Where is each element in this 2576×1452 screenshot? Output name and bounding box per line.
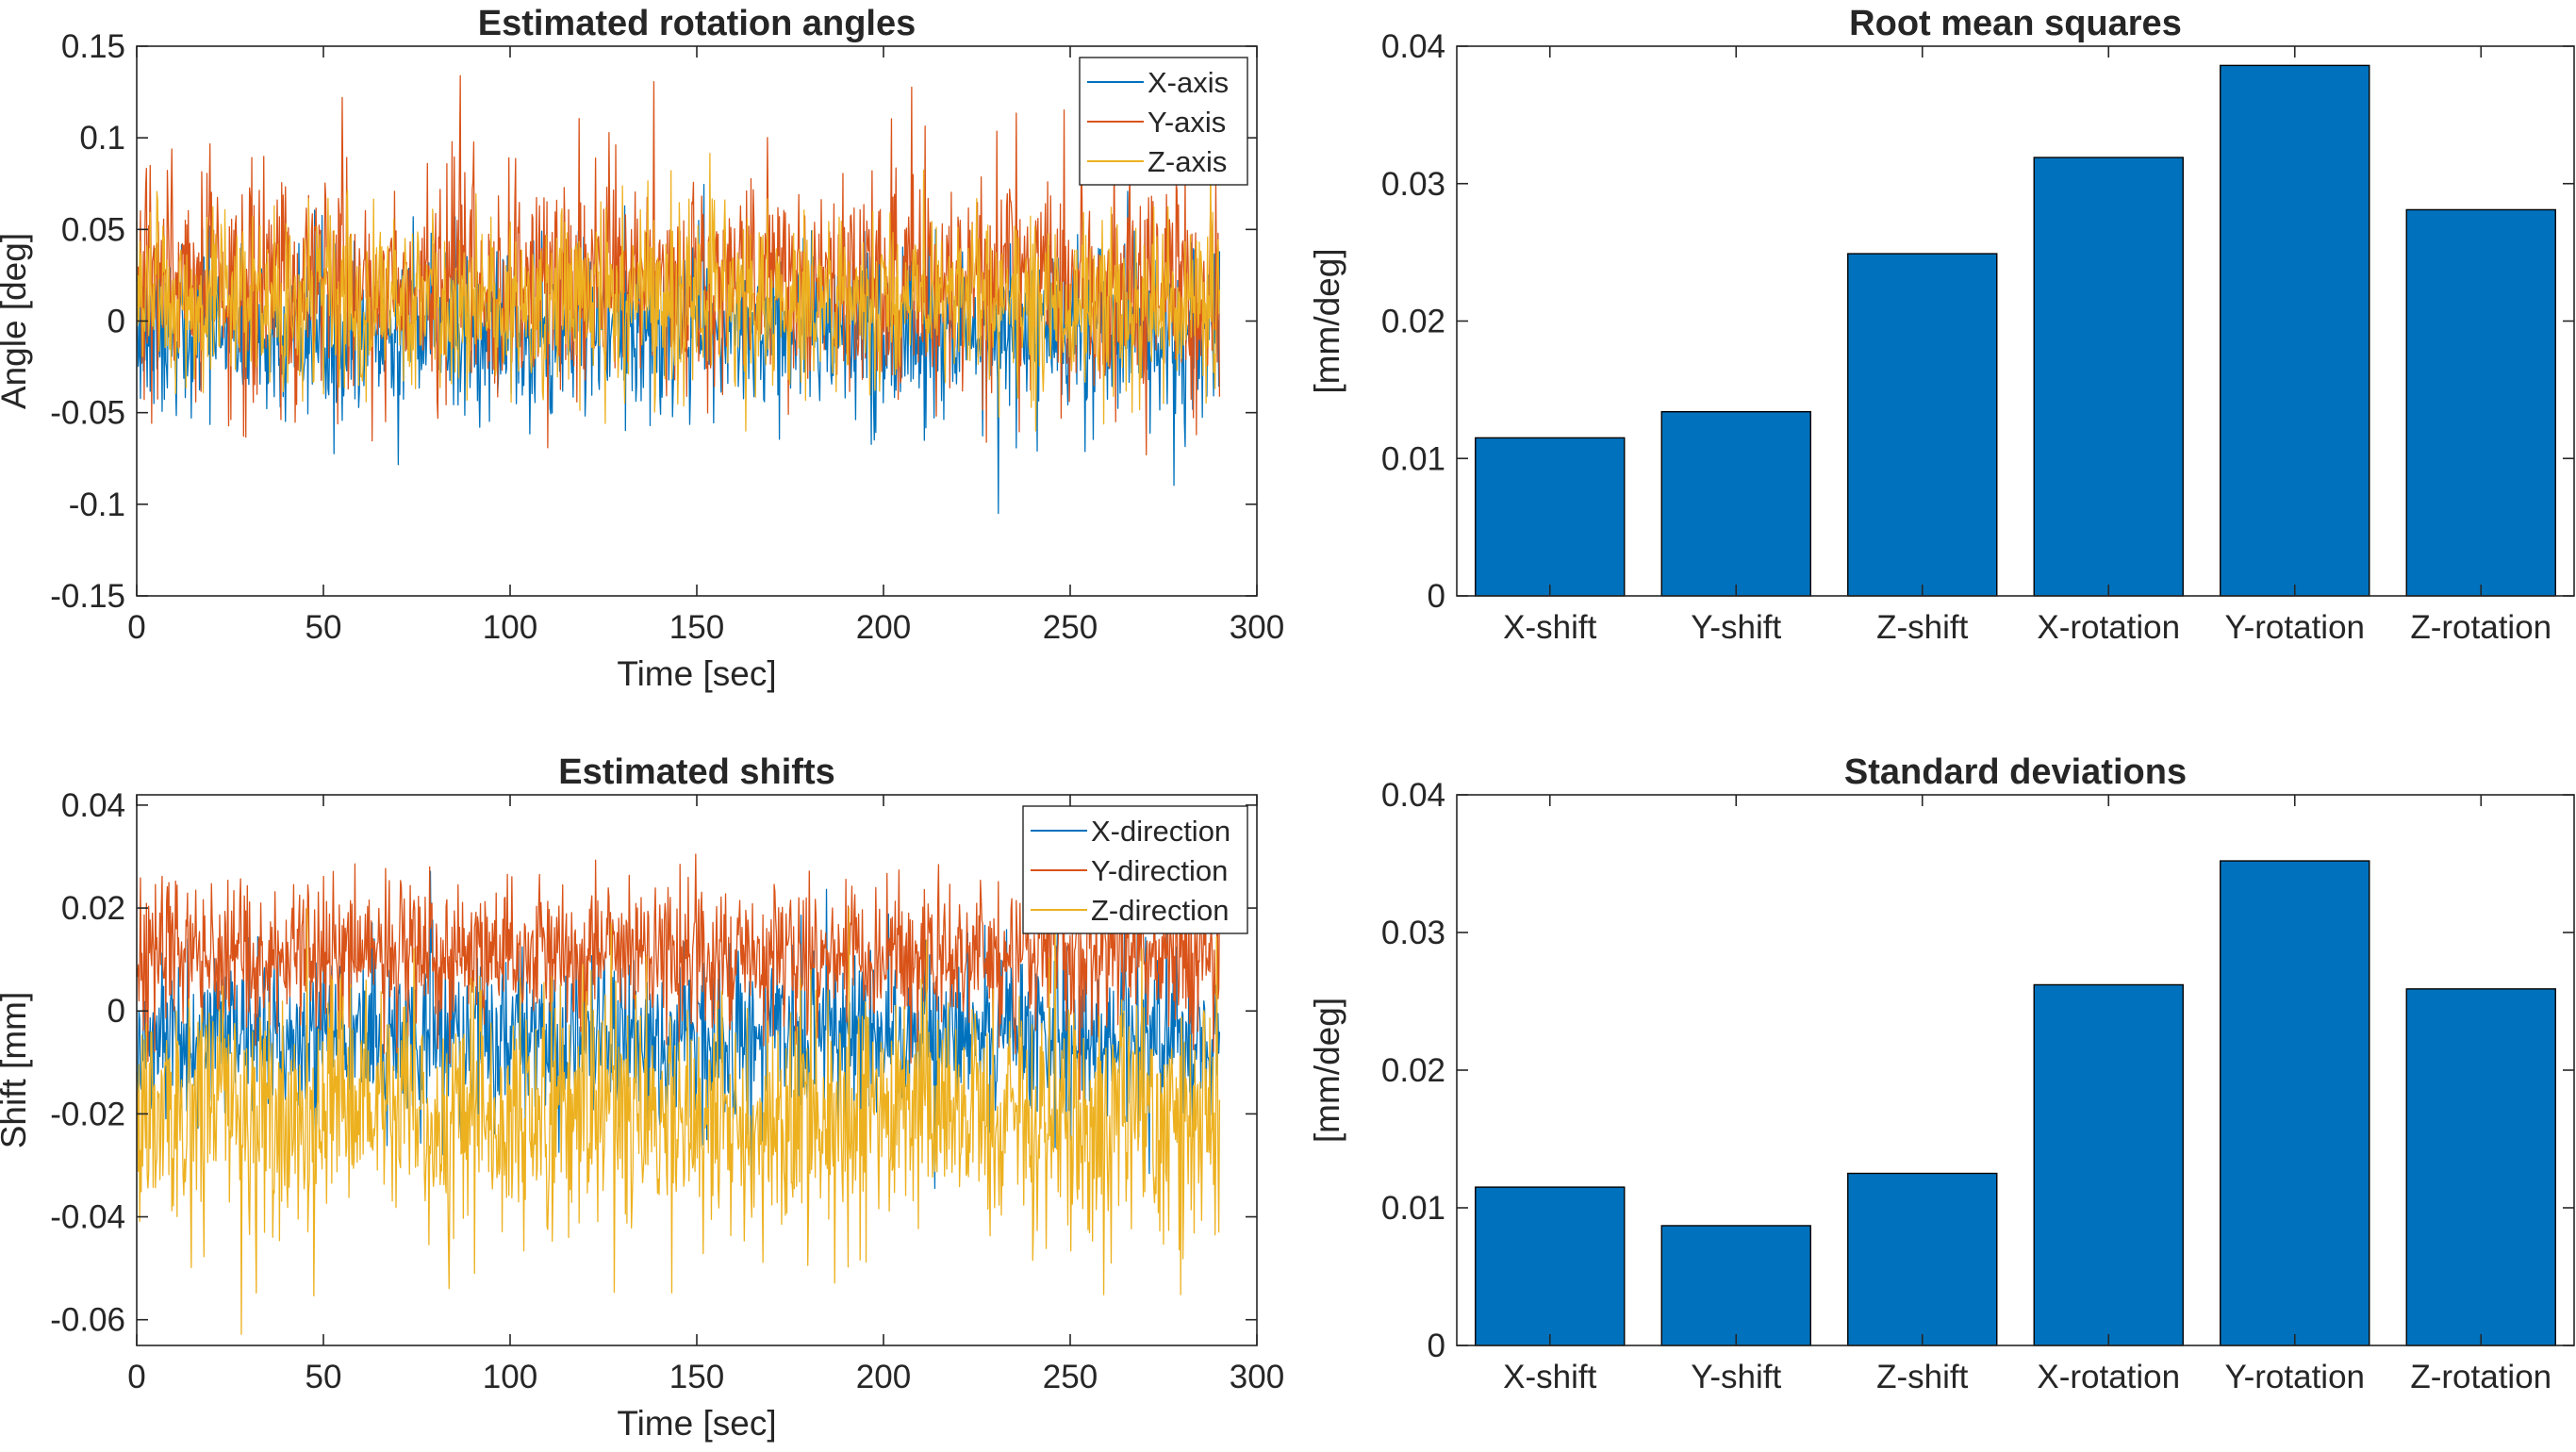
x-category-label: X-rotation (2037, 1359, 2180, 1395)
y-tick-label: 0.15 (61, 28, 125, 65)
x-axis-label: Time [sec] (617, 1404, 776, 1443)
x-category-label: Y-shift (1691, 1359, 1781, 1395)
bar-x-shift (1475, 1186, 1626, 1346)
y-axis-label: [mm/deg] (1308, 248, 1346, 393)
y-tick-label: 0.05 (61, 211, 125, 248)
x-tick-label: 0 (127, 609, 145, 646)
legend-box (1079, 57, 1248, 186)
legend: X-axis Y-axis Z-axis (1079, 57, 1248, 186)
y-tick-label: -0.02 (50, 1096, 125, 1132)
chart-title: Estimated rotation angles (478, 4, 916, 43)
y-tick-label: 0 (1428, 1328, 1445, 1364)
y-axis-label: Angle [deg] (0, 233, 33, 409)
bar-y-shift (1660, 410, 1811, 597)
bar-z-shift (1847, 1172, 1998, 1346)
y-tick-label: 0.03 (1381, 166, 1445, 203)
y-tick-label: -0.04 (50, 1199, 125, 1236)
legend-label: Y-axis (1148, 106, 1226, 139)
bar-y-rotation (2220, 64, 2370, 597)
bar-x-rotation (2033, 983, 2184, 1346)
legend-label: Y-direction (1091, 854, 1228, 887)
y-tick-label: 0 (1428, 578, 1445, 615)
legend-label: X-axis (1148, 66, 1229, 99)
legend-label: Z-axis (1148, 145, 1227, 178)
x-category-label: Z-rotation (2410, 609, 2551, 646)
x-axis-label: Time [sec] (617, 654, 776, 693)
y-tick-label: -0.06 (50, 1302, 125, 1339)
y-tick-label: 0.04 (1381, 777, 1445, 814)
x-tick-label: 0 (127, 1359, 145, 1395)
x-category-label: X-shift (1503, 1359, 1596, 1395)
bar-x-rotation (2033, 157, 2184, 597)
bar-y-shift (1660, 1225, 1811, 1346)
y-tick-label: 0.04 (1381, 28, 1445, 65)
x-tick-label: 100 (483, 1359, 537, 1395)
plot-area (1457, 795, 2574, 1345)
y-tick-label: 0.02 (1381, 1052, 1445, 1089)
legend-label: X-direction (1091, 815, 1230, 848)
y-tick-label: 0.01 (1381, 1190, 1445, 1227)
x-tick-label: 50 (305, 1359, 342, 1395)
x-tick-label: 150 (669, 1359, 724, 1395)
x-tick-label: 100 (483, 609, 537, 646)
y-tick-label: 0.02 (1381, 304, 1445, 340)
x-tick-label: 300 (1230, 1359, 1284, 1395)
y-tick-label: 0.1 (79, 120, 125, 157)
legend: X-direction Y-direction Z-direction (1022, 805, 1248, 934)
x-tick-label: 200 (856, 609, 911, 646)
series-line-z-direction (136, 907, 1221, 1335)
line-chart-2: -0.06 -0.04 -0.02 0 0.02 0.04 0 50 100 150 200 250 3… (0, 752, 1284, 1443)
y-axis-label: [mm/deg] (1308, 998, 1346, 1143)
x-tick-label: 250 (1043, 609, 1098, 646)
x-tick-label: 200 (856, 1359, 911, 1395)
x-category-label: Z-shift (1876, 609, 1969, 646)
series-line-x-direction (136, 870, 1221, 1190)
y-tick-label: -0.1 (69, 487, 125, 523)
plot-area (1457, 46, 2574, 596)
bar-z-rotation (2405, 208, 2556, 597)
bar-x-shift (1475, 437, 1626, 597)
y-tick-label: -0.15 (50, 578, 125, 615)
chart-title: Root mean squares (1849, 4, 2182, 43)
y-tick-label: -0.05 (50, 395, 125, 432)
bar-z-rotation (2405, 988, 2556, 1346)
chart-title: Standard deviations (1844, 752, 2187, 792)
bar-z-shift (1847, 253, 1998, 597)
y-tick-label: 0.03 (1381, 915, 1445, 951)
x-tick-label: 250 (1043, 1359, 1098, 1395)
x-category-label: X-shift (1503, 609, 1596, 646)
bar-y-rotation (2220, 860, 2370, 1346)
line-chart-0: -0.15 -0.1 -0.05 0 0.05 0.1 0.15 0 50 100 150 200 25… (0, 4, 1284, 693)
y-tick-label: 0 (107, 304, 125, 340)
x-category-label: Y-rotation (2224, 609, 2365, 646)
x-category-label: X-rotation (2037, 609, 2180, 646)
x-category-label: Y-rotation (2224, 1359, 2365, 1395)
legend-label: Z-direction (1091, 894, 1229, 927)
chart-title: Estimated shifts (558, 752, 835, 792)
series-line-z-axis (136, 140, 1221, 432)
y-tick-label: 0 (107, 993, 125, 1030)
y-tick-label: 0.02 (61, 890, 125, 927)
x-category-label: Z-shift (1876, 1359, 1969, 1395)
y-tick-label: 0.01 (1381, 440, 1445, 477)
y-tick-label: 0.04 (61, 787, 125, 824)
x-tick-label: 50 (305, 609, 342, 646)
x-tick-label: 300 (1230, 609, 1284, 646)
x-tick-label: 150 (669, 609, 724, 646)
x-category-label: Z-rotation (2410, 1359, 2551, 1395)
bar-chart-3: X-shift Y-shift Z-shift X-rotation Y-rotatio… (1308, 752, 2575, 1395)
bar-chart-1: X-shift Y-shift Z-shift X-rotation Y-rotatio… (1308, 4, 2575, 646)
x-category-label: Y-shift (1691, 609, 1781, 646)
y-axis-label: Shift [mm] (0, 992, 33, 1149)
